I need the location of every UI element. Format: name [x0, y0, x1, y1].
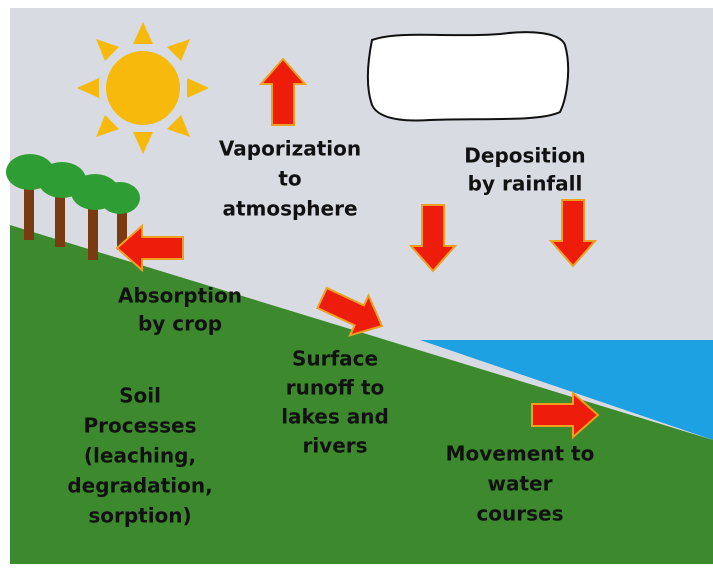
label: Movement to [446, 442, 595, 466]
label: Vaporization [219, 137, 361, 161]
label: Processes [84, 414, 197, 438]
diagram: Vaporization to atmosphere Deposition by rai… [0, 0, 713, 572]
label: (leaching, [84, 444, 196, 468]
label: courses [476, 502, 563, 526]
label: water [488, 472, 553, 496]
label: lakes and [281, 405, 389, 429]
label: sorption) [88, 504, 191, 528]
label: Absorption [118, 284, 242, 308]
label: rivers [302, 434, 367, 458]
label: Soil [119, 384, 161, 408]
label: atmosphere [222, 197, 357, 221]
label: by crop [138, 312, 222, 336]
label: Surface [292, 347, 378, 371]
label: to [278, 167, 301, 191]
label: runoff to [286, 376, 385, 400]
label: by rainfall [468, 172, 583, 196]
cloud [368, 32, 568, 120]
label: degradation, [67, 474, 212, 498]
label: Deposition [464, 144, 585, 168]
